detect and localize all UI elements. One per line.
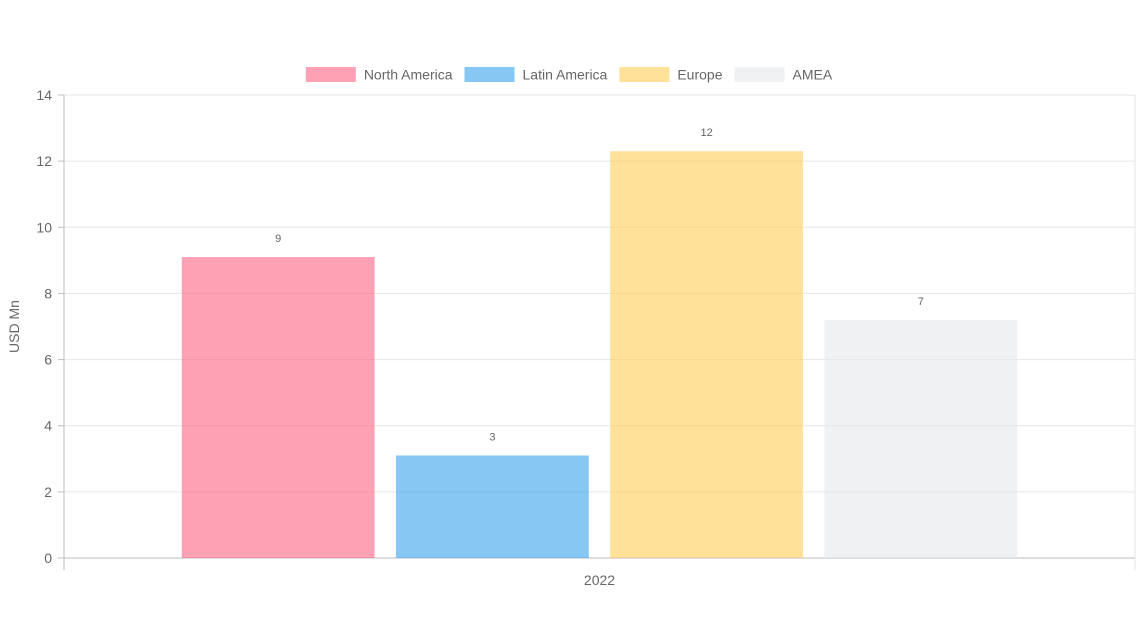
legend-swatch xyxy=(734,67,785,82)
y-tick-label: 10 xyxy=(36,219,52,235)
y-tick-label: 0 xyxy=(44,550,52,566)
bar-data-label: 7 xyxy=(918,296,924,308)
legend-label: North America xyxy=(364,67,453,83)
legend-item[interactable]: Latin America xyxy=(464,67,608,83)
legend: North America Latin America Europe AMEA xyxy=(305,67,833,83)
axes-layer: 0 2 4 6 8 10 12 14 2022 xyxy=(36,87,615,588)
bar-europe[interactable] xyxy=(610,151,803,558)
legend-item[interactable]: AMEA xyxy=(734,67,833,83)
legend-item[interactable]: North America xyxy=(305,67,453,83)
legend-swatch xyxy=(305,67,356,82)
y-tick-label: 2 xyxy=(44,484,52,500)
legend-swatch xyxy=(619,67,670,82)
legend-label: AMEA xyxy=(793,67,833,83)
y-axis-title: USD Mn xyxy=(6,300,22,353)
legend-item[interactable]: Europe xyxy=(619,67,723,83)
legend-swatch xyxy=(464,67,515,82)
y-tick-label: 4 xyxy=(44,418,52,434)
legend-label: Latin America xyxy=(523,67,608,83)
y-tick-label: 14 xyxy=(36,87,52,103)
legend-label: Europe xyxy=(677,67,722,83)
bars-layer: 9 3 12 7 xyxy=(181,127,1018,558)
bar-data-label: 12 xyxy=(700,127,712,139)
bar-amea[interactable] xyxy=(824,319,1018,558)
bar-latin-america[interactable] xyxy=(396,455,589,558)
x-tick-label: 2022 xyxy=(584,572,615,588)
bar-north-america[interactable] xyxy=(181,257,375,558)
y-tick-label: 12 xyxy=(36,153,52,169)
y-tick-label: 8 xyxy=(44,285,52,301)
y-tick-label: 6 xyxy=(44,352,52,368)
bar-data-label: 3 xyxy=(489,431,495,443)
bar-data-label: 9 xyxy=(275,233,281,245)
